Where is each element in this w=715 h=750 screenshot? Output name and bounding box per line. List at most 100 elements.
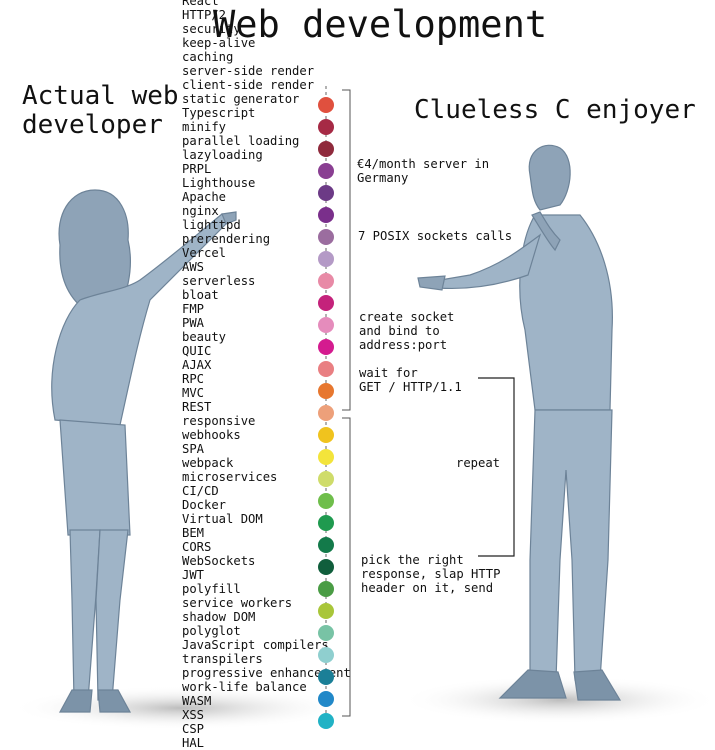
web-term-item: serverless [182, 274, 256, 288]
web-term-item: Docker [182, 498, 227, 512]
note-wait-get: wait for GET / HTTP/1.1 [359, 366, 462, 394]
note-sockets: 7 POSIX sockets calls [358, 229, 513, 243]
web-term-item: lighttpd [182, 218, 241, 232]
note-create-socket: create socket and bind to address:port [359, 310, 455, 352]
color-dot [318, 405, 334, 421]
web-term-item: bloat [182, 288, 219, 302]
color-dot [318, 471, 334, 487]
bracket-top [342, 89, 351, 411]
web-term-item: HAL [182, 736, 205, 750]
web-term-item: server-side render [182, 64, 315, 78]
left-figure-label: Actual web developer [22, 81, 179, 140]
web-term-item: CI/CD [182, 484, 219, 498]
color-dot [318, 141, 334, 157]
web-term-item: service workers [182, 596, 293, 610]
web-term-item: minify [182, 120, 227, 134]
right-figure-label: Clueless C enjoyer [414, 95, 696, 125]
web-term-item: SPA [182, 442, 205, 456]
web-term-item: work-life balance [182, 680, 307, 694]
note-server: €4/month server in Germany [357, 157, 490, 185]
web-term-item: transpilers [182, 652, 263, 666]
web-term-item: prerendering [182, 232, 271, 246]
color-dot [318, 669, 334, 685]
c-enjoyer-figure [417, 144, 622, 701]
web-term-item: webhooks [182, 428, 241, 442]
color-dot [318, 361, 334, 377]
web-term-item: PWA [182, 316, 205, 330]
color-dot [318, 185, 334, 201]
web-term-item: CSP [182, 722, 205, 736]
web-term-item: nginx [182, 204, 219, 218]
web-term-item: WebSockets [182, 554, 256, 568]
web-term-item: keep-alive [182, 36, 256, 50]
color-dot [318, 691, 334, 707]
note-pick-response: pick the right response, slap HTTP heade… [361, 553, 501, 595]
web-term-item: caching [182, 50, 234, 64]
web-developer-figure [51, 189, 237, 713]
color-dot [318, 647, 334, 663]
web-term-item: AWS [182, 260, 205, 274]
color-dot [318, 383, 334, 399]
web-term-item: HTTP/2 [182, 8, 227, 22]
web-term-item: MVC [182, 386, 205, 400]
color-dot [318, 207, 334, 223]
web-term-item: CORS [182, 540, 212, 554]
bracket-bottom [342, 417, 351, 717]
web-terms-list: React HTTP/2 security keep-alive caching serv… [182, 0, 351, 750]
web-term-item: QUIC [182, 344, 212, 358]
web-term-item: security [182, 22, 241, 36]
web-term-item: polyglot [182, 624, 241, 638]
left-floor-shadow [10, 686, 350, 730]
web-term-item: RPC [182, 372, 205, 386]
web-term-item: BEM [182, 526, 205, 540]
color-dot [318, 537, 334, 553]
color-dot [318, 559, 334, 575]
web-term-item: JWT [182, 568, 205, 582]
web-term-item: AJAX [182, 358, 212, 372]
page-title: Web development [213, 3, 548, 46]
web-term-item: Virtual DOM [182, 512, 263, 526]
color-dot [318, 515, 334, 531]
right-floor-shadow [400, 676, 715, 724]
web-term-item: Vercel [182, 246, 227, 260]
web-term-item: Apache [182, 190, 227, 204]
web-term-item: static generator [182, 92, 300, 106]
web-term-item: WASM [182, 694, 212, 708]
web-term-item: XSS [182, 708, 205, 722]
web-term-item: beauty [182, 330, 227, 344]
web-term-item: microservices [182, 470, 278, 484]
color-dot [318, 713, 334, 729]
repeat-bracket [478, 377, 515, 557]
web-term-item: lazyloading [182, 148, 263, 162]
color-dot [318, 449, 334, 465]
color-dot [318, 493, 334, 509]
color-dot [318, 317, 334, 333]
color-dot [318, 603, 334, 619]
web-term-item: REST [182, 400, 212, 414]
web-term-item: shadow DOM [182, 610, 256, 624]
color-dot [318, 251, 334, 267]
color-dot [318, 295, 334, 311]
web-term-item: Lighthouse [182, 176, 256, 190]
web-term-item: Typescript [182, 106, 256, 120]
color-dot [318, 119, 334, 135]
web-term-item: JavaScript compilers [182, 638, 329, 652]
color-dot [318, 427, 334, 443]
web-term-item: responsive [182, 414, 256, 428]
color-dot [318, 163, 334, 179]
note-repeat: repeat [456, 456, 501, 470]
web-term-item: polyfill [182, 582, 241, 596]
color-dot [318, 97, 334, 113]
web-term-item: parallel loading [182, 134, 300, 148]
color-dot [318, 339, 334, 355]
web-term-item: PRPL [182, 162, 212, 176]
color-dot [318, 581, 334, 597]
web-term-item: webpack [182, 456, 234, 470]
color-dot [318, 273, 334, 289]
web-term-item: progressive enhancement [182, 666, 351, 680]
color-dot [318, 229, 334, 245]
color-dot [318, 625, 334, 641]
web-term-item: FMP [182, 302, 205, 316]
web-term-item: React [182, 0, 219, 8]
